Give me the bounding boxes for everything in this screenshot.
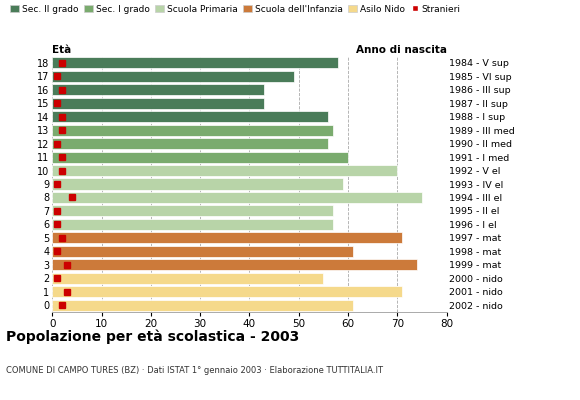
Text: COMUNE DI CAMPO TURES (BZ) · Dati ISTAT 1° gennaio 2003 · Elaborazione TUTTITALI: COMUNE DI CAMPO TURES (BZ) · Dati ISTAT … xyxy=(6,366,383,375)
Text: Età: Età xyxy=(52,46,71,56)
Bar xyxy=(52,138,328,149)
Text: Popolazione per età scolastica - 2003: Popolazione per età scolastica - 2003 xyxy=(6,330,299,344)
Legend: Sec. II grado, Sec. I grado, Scuola Primaria, Scuola dell'Infanzia, Asilo Nido, : Sec. II grado, Sec. I grado, Scuola Prim… xyxy=(10,4,461,14)
Bar xyxy=(52,286,403,297)
Bar xyxy=(52,273,324,284)
Bar xyxy=(52,219,333,230)
Bar xyxy=(52,98,264,109)
Bar xyxy=(52,246,353,257)
Bar xyxy=(52,71,294,82)
Bar xyxy=(52,178,343,190)
Bar xyxy=(52,57,338,68)
Bar xyxy=(52,124,333,136)
Bar xyxy=(52,259,417,270)
Bar xyxy=(52,84,264,95)
Bar xyxy=(52,152,348,162)
Bar xyxy=(52,206,333,216)
Bar xyxy=(52,165,397,176)
Bar xyxy=(52,192,422,203)
Bar xyxy=(52,232,403,244)
Bar xyxy=(52,300,353,311)
Text: Anno di nascita: Anno di nascita xyxy=(356,46,447,56)
Bar xyxy=(52,111,328,122)
